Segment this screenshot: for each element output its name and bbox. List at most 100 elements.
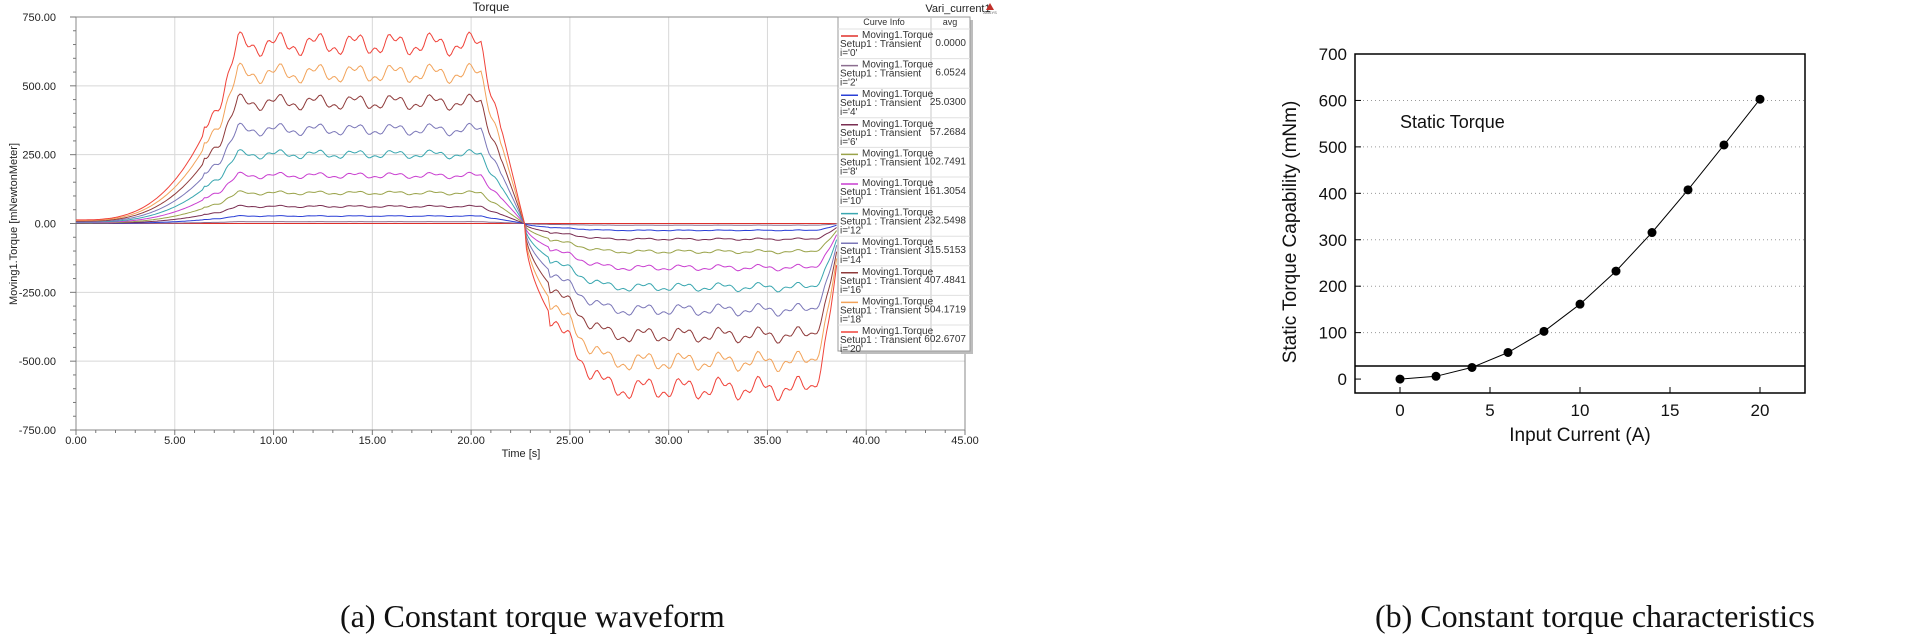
caption-a: (a) Constant torque waveform: [340, 598, 725, 634]
chart-b-xlabel: Input Current (A): [1509, 425, 1651, 446]
torque-waveform-chart: Torque Vari_current1 ANSYS 0.00 5.00 10.00…: [0, 0, 1000, 580]
chart-b-data-point: [1467, 362, 1477, 372]
legend-setup: Setup1 : Transient: [840, 217, 921, 228]
chart-a-xtick-label: 15.00: [359, 435, 387, 447]
chart-a-ylabel: Moving1.Torque [mNewtonMeter]: [8, 143, 20, 305]
legend-quantity: Moving1.Torque: [862, 60, 934, 71]
legend-setup: Setup1 : Transient: [840, 39, 921, 50]
ansys-logo-icon: ANSYS: [983, 3, 997, 15]
legend-setup: Setup1 : Transient: [840, 187, 921, 198]
chart-a-series-line: [76, 31, 838, 401]
caption-b: (b) Constant torque characteristics: [1375, 598, 1815, 634]
legend-quantity: Moving1.Torque: [862, 148, 934, 159]
chart-a-ytick-label: 250.00: [22, 150, 56, 162]
chart-a-xtick-label: 0.00: [65, 435, 86, 447]
legend-quantity: Moving1.Torque: [862, 267, 934, 278]
legend-setup: Setup1 : Transient: [840, 157, 921, 168]
chart-a-xtick-label: 25.00: [556, 435, 584, 447]
chart-b-data-point: [1755, 94, 1765, 104]
chart-a-series-line: [76, 93, 838, 344]
chart-a-xlabel: Time [s]: [502, 448, 541, 460]
chart-b-data-point: [1431, 371, 1441, 381]
chart-a-xtick-label: 20.00: [457, 435, 485, 447]
chart-a-ytick-label: -250.00: [19, 287, 56, 299]
chart-b-data-point: [1647, 228, 1657, 238]
legend-setup: Setup1 : Transient: [840, 276, 921, 287]
legend-series-avg: 504.1719: [924, 304, 966, 315]
chart-a-ytick-label: 750.00: [22, 12, 56, 24]
chart-b-ytick-label: 100: [1319, 324, 1347, 343]
legend-quantity: Moving1.Torque: [862, 237, 934, 248]
chart-a-xtick-label: 10.00: [260, 435, 288, 447]
legend-series-name: i='14': [840, 255, 863, 266]
report-name-label: Vari_current1: [925, 3, 990, 15]
chart-b-ytick-label: 200: [1319, 277, 1347, 296]
chart-a-series-line: [76, 221, 837, 226]
legend-series-name: i='0': [840, 48, 858, 59]
chart-a-xtick-label: 35.00: [754, 435, 782, 447]
legend-series-avg: 25.0300: [930, 97, 967, 108]
chart-a-ytick-label: -750.00: [19, 425, 56, 437]
legend-series-avg: 161.3054: [924, 186, 966, 197]
chart-a-series-line: [76, 122, 838, 317]
chart-b-ytick-label: 700: [1319, 45, 1347, 64]
legend-series-name: i='8': [840, 166, 858, 177]
legend-series-name: i='6': [840, 137, 858, 148]
chart-b-xtick-label: 5: [1485, 401, 1494, 420]
legend-series-name: i='12': [840, 226, 863, 237]
chart-a-ytick-label: 0.00: [35, 219, 56, 231]
legend-quantity: Moving1.Torque: [862, 30, 934, 41]
legend-quantity: Moving1.Torque: [862, 326, 934, 337]
legend-quantity: Moving1.Torque: [862, 208, 934, 219]
chart-b-plot-frame: [1354, 53, 1806, 394]
chart-a-xtick-label: 30.00: [655, 435, 683, 447]
chart-a-series-line: [76, 190, 838, 255]
legend-series-name: i='10': [840, 196, 863, 207]
chart-b-xtick-label: 0: [1395, 401, 1404, 420]
chart-b-ytick-label: 600: [1319, 91, 1347, 110]
chart-b-xtick-label: 15: [1661, 401, 1680, 420]
chart-a-series-line: [76, 214, 837, 232]
legend-header-curve: Curve Info: [863, 17, 905, 27]
legend-series-name: i='20': [840, 344, 863, 355]
chart-b-xtick-label: 20: [1751, 401, 1770, 420]
legend-series-avg: 602.6707: [924, 334, 966, 345]
chart-a-xtick-label: 5.00: [164, 435, 185, 447]
legend-series-avg: 102.7491: [924, 156, 966, 167]
chart-b-ytick-label: 0: [1338, 370, 1347, 389]
legend-series-name: i='18': [840, 314, 863, 325]
chart-b-data-point: [1575, 299, 1585, 309]
chart-a-title: Torque: [473, 0, 510, 14]
legend-series-avg: 232.5498: [924, 216, 966, 227]
chart-b-data-point: [1395, 374, 1405, 384]
legend-series-avg: 57.2684: [930, 127, 967, 138]
legend-series-avg: 0.0000: [935, 38, 966, 49]
legend-setup: Setup1 : Transient: [840, 305, 921, 316]
chart-b-data-point: [1683, 185, 1693, 195]
chart-b-ytick-label: 400: [1319, 184, 1347, 203]
legend-series-name: i='4': [840, 107, 858, 118]
legend-series-avg: 407.4841: [924, 275, 966, 286]
legend-series-name: i='16': [840, 285, 863, 296]
chart-a-xtick-label: 45.00: [951, 435, 979, 447]
chart-b-annotation: Static Torque: [1400, 112, 1505, 132]
chart-b-data-point: [1503, 347, 1513, 357]
legend-setup: Setup1 : Transient: [840, 69, 921, 80]
legend-setup: Setup1 : Transient: [840, 335, 921, 346]
legend-quantity: Moving1.Torque: [862, 119, 934, 130]
chart-b-data-point: [1611, 266, 1621, 276]
chart-a-series-line: [76, 149, 838, 293]
legend-setup: Setup1 : Transient: [840, 246, 921, 257]
torque-characteristics-chart: 0 100 200 300 400 500 600 700 0 5 10 15 20 Static To…: [1280, 45, 1806, 446]
chart-b-xtick-label: 10: [1571, 401, 1590, 420]
chart-b-ylabel: Static Torque Capability (mNm): [1280, 101, 1301, 364]
chart-b-data-point: [1539, 326, 1549, 336]
chart-b-ytick-label: 300: [1319, 231, 1347, 250]
legend-quantity: Moving1.Torque: [862, 178, 934, 189]
chart-a-series-line: [76, 204, 837, 241]
legend-series-name: i='2': [840, 78, 858, 89]
legend-series-avg: 315.5153: [924, 245, 966, 256]
chart-a-ytick-label: -500.00: [19, 356, 56, 368]
legend-setup: Setup1 : Transient: [840, 98, 921, 109]
chart-a-xtick-label: 40.00: [852, 435, 880, 447]
